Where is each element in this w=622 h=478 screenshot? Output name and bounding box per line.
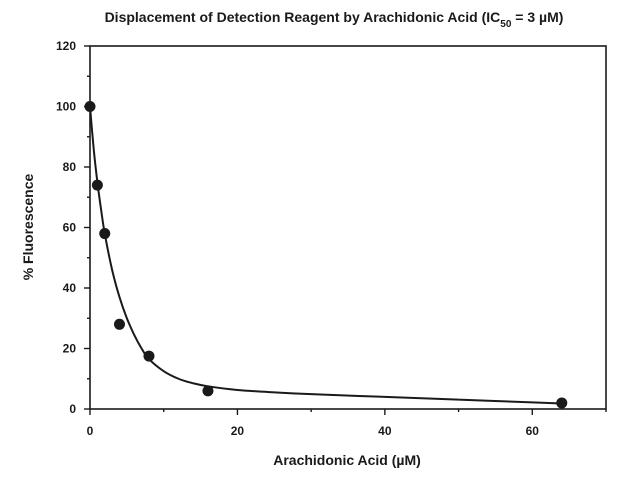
y-tick-label: 100: [56, 100, 76, 114]
plot-frame: [89, 45, 607, 410]
y-axis-label: % Fluorescence: [20, 173, 36, 280]
data-point: [202, 385, 214, 397]
fit-curve-line: [89, 106, 562, 405]
x-tick-label: 20: [231, 424, 245, 438]
data-point: [84, 101, 96, 112]
x-tick-label: 0: [87, 424, 94, 438]
y-axis: 0 20 40 60 80 100 120: [56, 39, 90, 416]
x-tick-label: 40: [378, 424, 392, 438]
x-tick-label: 60: [526, 424, 540, 438]
y-tick-label: 20: [63, 342, 77, 356]
title-suffix: = 3 µM): [511, 9, 563, 25]
chart-title: Displacement of Detection Reagent by Ara…: [105, 9, 564, 30]
y-tick-label: 60: [63, 221, 77, 235]
y-tick-label: 120: [56, 39, 76, 53]
title-main: Displacement of Detection Reagent by Ara…: [105, 9, 501, 25]
title-subscript: 50: [500, 19, 512, 30]
y-tick-label: 40: [63, 281, 77, 295]
data-point: [99, 228, 111, 240]
data-point: [143, 350, 155, 362]
data-point: [113, 318, 125, 330]
y-tick-label: 0: [69, 402, 76, 416]
data-point: [91, 179, 103, 191]
x-axis: 0 20 40 60: [87, 409, 607, 438]
data-point: [556, 397, 568, 409]
data-points: [84, 101, 568, 409]
x-axis-label: Arachidonic Acid (µM): [273, 452, 421, 468]
y-tick-label: 80: [63, 160, 77, 174]
